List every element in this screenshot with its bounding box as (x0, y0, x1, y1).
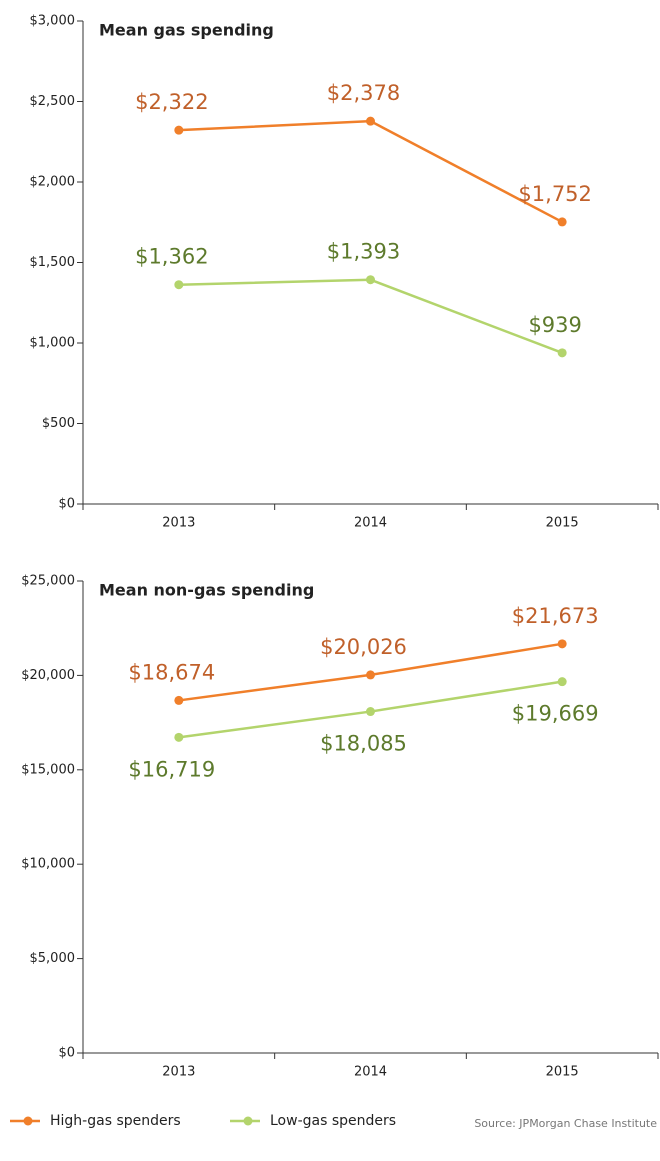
value-label: $939 (528, 313, 581, 337)
line (178, 278, 563, 354)
value-label: $1,752 (518, 182, 591, 206)
value-label: $20,026 (320, 635, 407, 659)
value-label: $1,393 (327, 240, 400, 264)
source: Source: JPMorgan Chase Institute (474, 1117, 657, 1130)
point (366, 707, 375, 717)
point (174, 280, 184, 290)
point (174, 125, 184, 135)
value-label: $16,719 (128, 757, 215, 781)
y-tick-label: $20,000 (21, 668, 75, 683)
y-tick-label: $2,000 (30, 175, 76, 190)
y-tick-label: $25,000 (21, 574, 75, 589)
value-label: $2,378 (327, 81, 400, 105)
point (174, 732, 184, 742)
legend-label: High-gas spenders (50, 1113, 181, 1129)
x-tick-label: 2015 (546, 1065, 579, 1080)
x-tick-label: 2014 (354, 516, 387, 531)
point (557, 639, 567, 649)
value-label: $21,673 (512, 604, 599, 628)
point (557, 348, 567, 358)
y-tick-label: $1,000 (30, 336, 76, 351)
y-tick-label: $10,000 (21, 857, 75, 872)
legend-dot (243, 1116, 253, 1126)
point (366, 670, 375, 680)
value-label: $1,362 (135, 245, 208, 269)
y-tick-label: $0 (58, 497, 75, 512)
legend-dot (23, 1116, 33, 1126)
y-tick-label: $2,500 (30, 94, 76, 109)
point (174, 695, 184, 705)
chart-title: Mean gas spending (99, 21, 274, 40)
y-tick-label: $500 (42, 416, 75, 431)
point (366, 275, 375, 285)
y-tick-label: $15,000 (21, 762, 75, 777)
point (366, 116, 375, 126)
x-tick-label: 2015 (546, 516, 579, 531)
line (178, 119, 563, 224)
legend-label: Low-gas spenders (270, 1113, 396, 1129)
value-label: $2,322 (135, 90, 208, 114)
x-tick-label: 2014 (354, 1065, 387, 1080)
x-tick-label: 2013 (162, 1065, 195, 1080)
value-label: $19,669 (512, 702, 599, 726)
y-tick-label: $1,500 (30, 255, 76, 270)
value-label: $18,085 (320, 732, 407, 756)
x-tick-label: 2013 (162, 516, 195, 531)
y-tick-label: $5,000 (30, 951, 76, 966)
y-tick-label: $0 (58, 1046, 75, 1061)
point (557, 217, 567, 227)
point (557, 677, 567, 687)
value-label: $18,674 (128, 660, 215, 684)
chart-title: Mean non-gas spending (99, 581, 314, 600)
y-tick-label: $3,000 (30, 14, 76, 29)
